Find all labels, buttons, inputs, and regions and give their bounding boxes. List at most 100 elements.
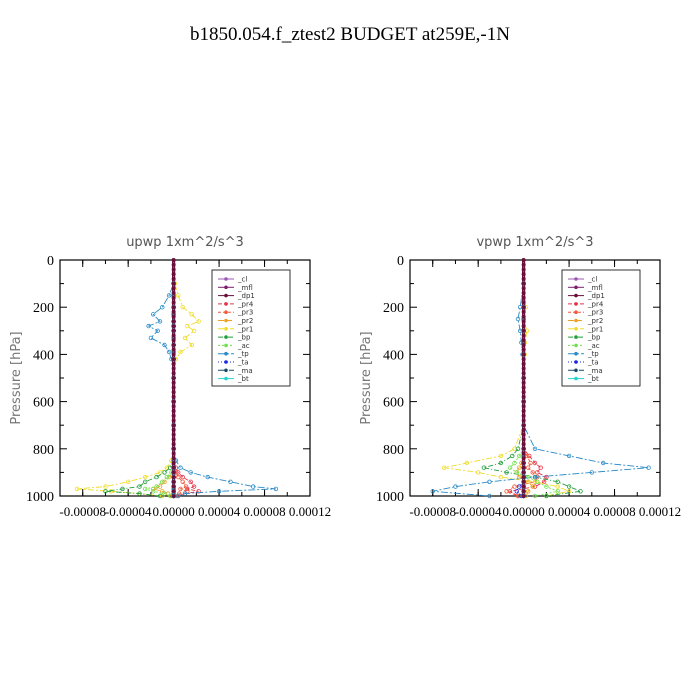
- data-point: [216, 489, 222, 494]
- zero-line-marker: [521, 338, 526, 343]
- zero-line-marker: [521, 357, 526, 362]
- zero-line-marker: [171, 385, 176, 390]
- data-point: [205, 474, 210, 480]
- legend-marker: [224, 376, 228, 381]
- zero-line-marker: [521, 475, 526, 480]
- series-line-bp: [105, 260, 175, 497]
- data-point: [157, 493, 163, 499]
- zero-line-marker: [171, 295, 176, 300]
- data-point: [189, 312, 194, 317]
- legend-marker: [574, 351, 578, 356]
- zero-line-marker: [171, 456, 176, 461]
- data-point: [166, 349, 172, 355]
- zero-line-marker: [521, 456, 526, 461]
- zero-line-marker: [171, 394, 176, 399]
- data-point: [512, 460, 517, 466]
- legend-marker: [574, 335, 578, 339]
- data-point: [142, 479, 148, 484]
- data-point: [507, 465, 513, 470]
- data-point: [601, 460, 606, 466]
- data-point: [175, 493, 181, 499]
- zero-line-marker: [171, 470, 176, 475]
- data-point: [589, 470, 594, 475]
- zero-line-marker: [171, 309, 176, 314]
- zero-line-marker: [171, 380, 176, 385]
- y-tick-label: 200: [33, 301, 54, 316]
- data-point: [512, 446, 517, 451]
- zero-line-marker: [521, 432, 526, 437]
- zero-line-marker: [171, 366, 176, 371]
- data-point: [162, 491, 167, 496]
- data-point: [646, 465, 651, 470]
- data-point: [191, 484, 197, 489]
- zero-line-marker: [171, 305, 176, 310]
- data-point: [178, 486, 183, 492]
- legend-marker: [224, 368, 228, 373]
- legend-marker: [574, 360, 578, 364]
- legend-label: _pr1: [587, 325, 603, 333]
- data-point: [532, 474, 538, 480]
- legend-marker: [224, 343, 228, 348]
- data-point: [453, 484, 458, 489]
- legend-label: _pr3: [587, 309, 603, 317]
- zero-line-marker: [521, 333, 526, 338]
- zero-line-marker: [521, 319, 526, 324]
- data-point: [185, 323, 190, 329]
- data-point: [555, 489, 560, 494]
- legend-label: _dp1: [587, 292, 605, 300]
- zero-line-marker: [171, 324, 176, 329]
- data-point: [196, 319, 201, 324]
- zero-line-marker: [521, 451, 526, 456]
- data-point: [180, 474, 185, 480]
- x-tick-label: -0.00004: [455, 504, 502, 519]
- legend-label: _ta: [587, 359, 599, 367]
- x-tick-label: 0.00004: [198, 504, 241, 519]
- data-point: [142, 486, 148, 492]
- zero-line-marker: [171, 442, 176, 447]
- legend-label: _tp: [237, 350, 249, 358]
- data-point: [175, 474, 181, 480]
- legend-label: _bt: [237, 375, 249, 383]
- y-tick-label: 400: [383, 348, 404, 363]
- zero-line-marker: [171, 446, 176, 451]
- x-tick-label: 0.00000: [503, 504, 545, 519]
- y-tick-label: 400: [33, 348, 54, 363]
- legend-label: _pr4: [587, 300, 604, 308]
- data-point: [182, 335, 188, 341]
- data-point: [188, 479, 193, 484]
- data-point: [142, 474, 148, 480]
- data-point: [528, 460, 533, 466]
- data-point: [177, 491, 182, 496]
- data-point: [526, 474, 531, 480]
- data-point: [532, 493, 538, 499]
- zero-line-marker: [171, 319, 176, 324]
- legend-marker: [224, 310, 228, 315]
- data-point: [510, 453, 515, 459]
- zero-line-marker: [171, 376, 176, 380]
- legend-marker: [224, 302, 228, 306]
- data-point: [535, 470, 540, 475]
- zero-line-marker: [521, 366, 526, 371]
- data-point: [125, 479, 131, 484]
- legend-label: _pr3: [237, 309, 253, 317]
- zero-line-marker: [171, 272, 176, 277]
- zero-line-marker: [521, 281, 526, 286]
- y-tick-label: 800: [383, 443, 404, 458]
- zero-line-marker: [171, 347, 176, 352]
- data-point: [535, 479, 540, 484]
- data-point: [162, 470, 167, 475]
- data-point: [555, 479, 560, 484]
- data-point: [189, 342, 194, 348]
- zero-line-marker: [171, 475, 176, 480]
- data-point: [160, 493, 165, 499]
- zero-line-marker: [171, 399, 176, 404]
- zero-line-marker: [521, 394, 526, 399]
- data-point: [541, 479, 547, 484]
- legend-label: _pr1: [237, 325, 253, 333]
- x-tick-label: 0.00004: [548, 504, 591, 519]
- data-point: [487, 479, 492, 484]
- legend-marker: [574, 343, 578, 348]
- legend-marker: [574, 285, 578, 290]
- data-point: [544, 474, 549, 480]
- data-point: [191, 328, 197, 333]
